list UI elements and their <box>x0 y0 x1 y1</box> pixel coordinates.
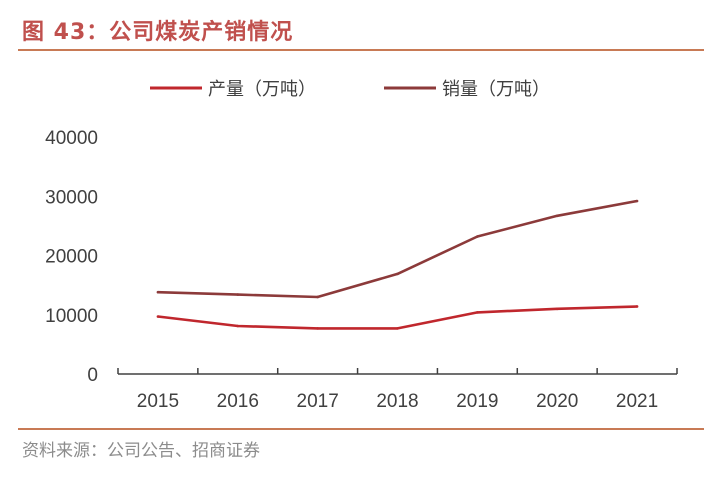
y-tick-label: 0 <box>87 365 98 386</box>
data-point <box>635 305 639 308</box>
x-tick-label: 2021 <box>616 391 658 412</box>
chart-legend: 产量（万吨） 销量（万吨） <box>150 79 550 100</box>
source-note: 资料来源：公司公告、招商证券 <box>22 441 260 461</box>
x-tick-label: 2020 <box>536 391 578 412</box>
series-line-0 <box>157 305 638 330</box>
data-point <box>316 327 319 330</box>
y-tick-label: 20000 <box>45 247 98 268</box>
series-line-1 <box>157 199 638 299</box>
chart-series <box>156 199 639 330</box>
data-point <box>555 214 559 218</box>
y-tick-label: 40000 <box>45 128 98 149</box>
source-divider <box>18 428 704 430</box>
data-point <box>156 290 160 294</box>
figure-title: 图 43：公司煤炭产销情况 <box>22 20 294 45</box>
x-tick-label: 2019 <box>456 391 498 412</box>
data-point <box>635 199 639 203</box>
x-tick-label: 2015 <box>137 391 179 412</box>
y-tick-label: 30000 <box>45 187 98 208</box>
y-tick-label: 10000 <box>45 306 98 327</box>
x-axis-ticks: 2015 2016 2017 2018 2019 2020 2021 <box>117 368 678 412</box>
data-point <box>316 295 319 299</box>
data-point <box>236 293 240 296</box>
legend-label: 销量（万吨） <box>442 79 550 100</box>
data-point <box>396 272 399 276</box>
data-point <box>396 327 399 330</box>
x-tick-label: 2018 <box>376 391 418 412</box>
data-point <box>476 311 479 314</box>
legend-label: 产量（万吨） <box>208 79 316 100</box>
title-divider <box>18 49 704 51</box>
data-point <box>156 315 160 318</box>
x-tick-label: 2017 <box>297 391 339 412</box>
data-point <box>555 307 559 311</box>
data-point <box>476 235 479 238</box>
y-axis-ticks: 0 10000 20000 30000 40000 <box>45 128 98 386</box>
data-point <box>236 324 240 328</box>
x-tick-label: 2016 <box>217 391 259 412</box>
